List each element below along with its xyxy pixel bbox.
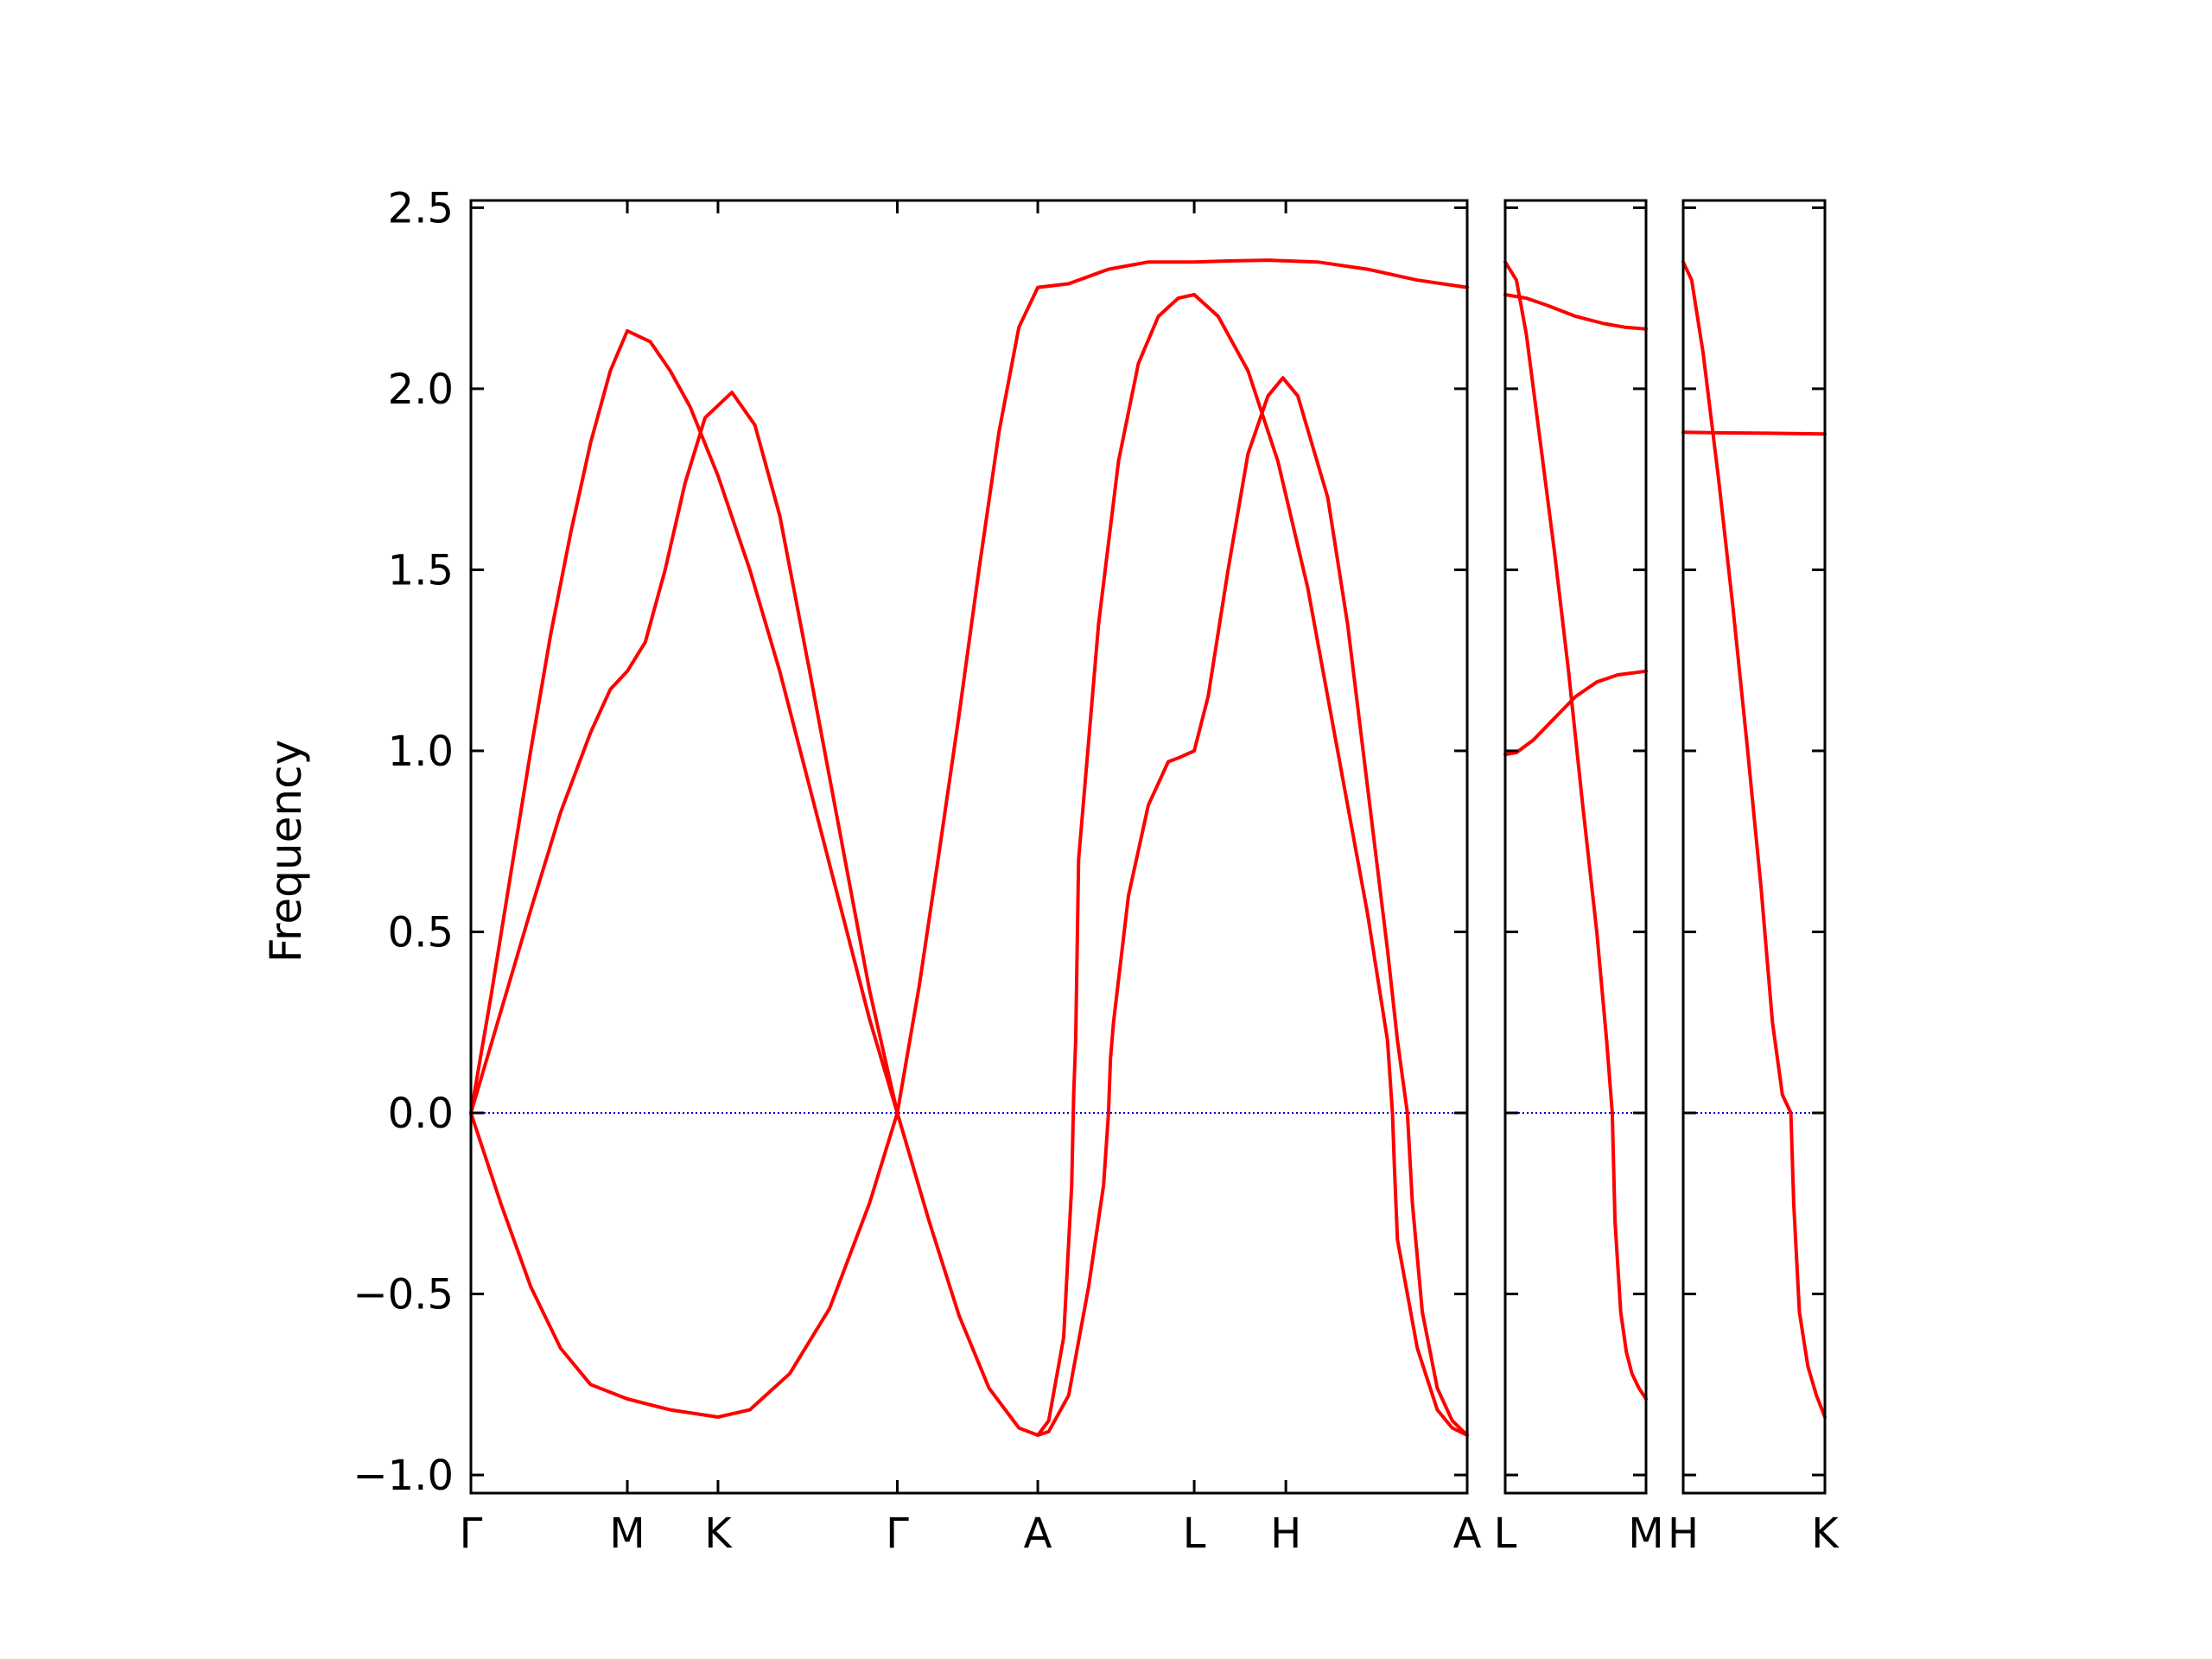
- x-tick-label: Γ: [886, 1510, 909, 1558]
- band-line-2-1: [1503, 293, 1648, 331]
- band-line-1-6: [1036, 376, 1469, 1437]
- band-line-1-4: [895, 258, 1469, 1115]
- y-tick-label: −0.5: [353, 1271, 454, 1319]
- y-tick-label: 1.5: [388, 546, 454, 594]
- x-tick-label: L: [1183, 1510, 1206, 1558]
- x-tick-label: Γ: [460, 1510, 483, 1558]
- x-tick-label: A: [1024, 1510, 1052, 1558]
- y-tick-label: −1.0: [353, 1452, 454, 1500]
- y-tick-label: 0.0: [388, 1090, 454, 1138]
- band-line-1-3: [469, 1111, 899, 1419]
- plot-frame: [1503, 199, 1648, 1495]
- y-tick-label: 1.0: [388, 728, 454, 776]
- band-line-2-2: [1503, 669, 1648, 757]
- x-tick-label: H: [1270, 1510, 1301, 1558]
- y-tick-label: 2.5: [388, 184, 454, 232]
- plot-frame: [1681, 199, 1827, 1495]
- band-line-1-1: [469, 328, 899, 1115]
- x-tick-label: K: [1811, 1510, 1840, 1558]
- x-tick-label: L: [1494, 1510, 1517, 1558]
- y-axis-label: Frequency: [261, 740, 311, 963]
- plot-frame: [469, 199, 1469, 1495]
- band-line-1-5: [895, 293, 1469, 1437]
- x-tick-label: M: [609, 1510, 645, 1558]
- band-line-3-2: [1681, 260, 1827, 1419]
- x-tick-label: K: [704, 1510, 733, 1558]
- x-tick-label: H: [1668, 1510, 1699, 1558]
- band-line-2-3: [1503, 260, 1648, 1401]
- y-tick-label: 0.5: [388, 908, 454, 957]
- x-tick-label: M: [1628, 1510, 1663, 1558]
- band-line-1-2: [469, 391, 899, 1115]
- y-tick-label: 2.0: [388, 365, 454, 414]
- band-line-3-1: [1681, 430, 1827, 436]
- x-tick-label: A: [1453, 1510, 1482, 1558]
